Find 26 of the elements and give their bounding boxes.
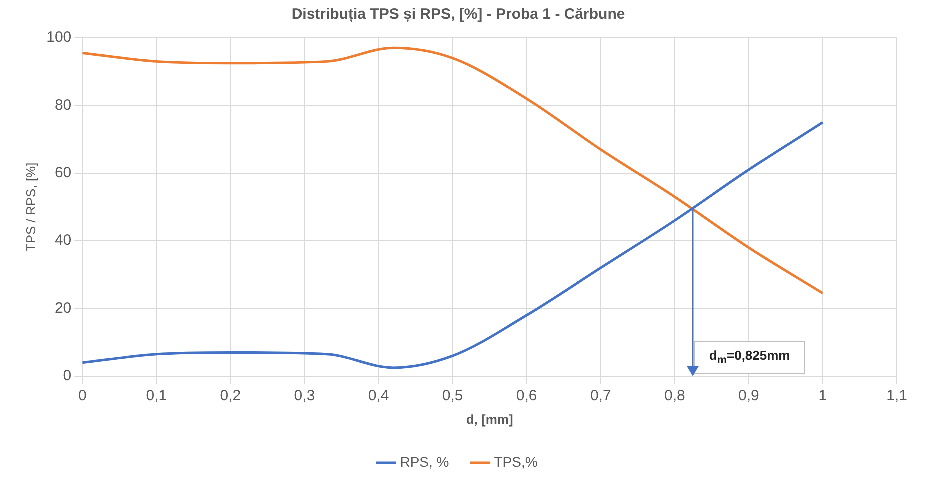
x-axis-title: d, [mm] (466, 412, 514, 427)
x-tick-label: 0,2 (220, 388, 242, 405)
line-series (82, 46, 824, 295)
y-tick-label: 60 (54, 164, 72, 182)
y-tick-label: 0 (63, 368, 72, 385)
y-tick-label: 40 (54, 232, 72, 250)
x-tick-label: 1 (818, 388, 828, 405)
x-tick-label: 0,4 (368, 388, 390, 405)
x-tick-label: 0,1 (146, 388, 168, 405)
legend-label: TPS,% (494, 454, 538, 470)
y-tick-label: 20 (54, 300, 72, 317)
x-tick-label: 0,8 (664, 388, 686, 405)
chart-title: Distribuția TPS și RPS, [%] - Proba 1 - Cărbune (292, 6, 626, 24)
x-tick-label: 0,3 (294, 388, 316, 405)
x-tick-label: 1,1 (886, 388, 908, 405)
ref-line-label: d$_{m}$=0,825mm (694, 341, 806, 374)
y-axis-title: TPS / RPS, [%] (23, 162, 38, 252)
x-tick-label: 0,7 (590, 388, 612, 405)
x-tick-label: 0 (78, 388, 87, 405)
x-tick-label: 0,6 (516, 388, 538, 405)
legend-label: RPS, % (400, 454, 450, 470)
y-tick-label: 80 (54, 96, 72, 114)
y-tick-label: 100 (46, 29, 72, 46)
x-tick-label: 0,9 (738, 388, 760, 405)
line-series (82, 121, 824, 370)
x-tick-label: 0,5 (442, 388, 464, 405)
